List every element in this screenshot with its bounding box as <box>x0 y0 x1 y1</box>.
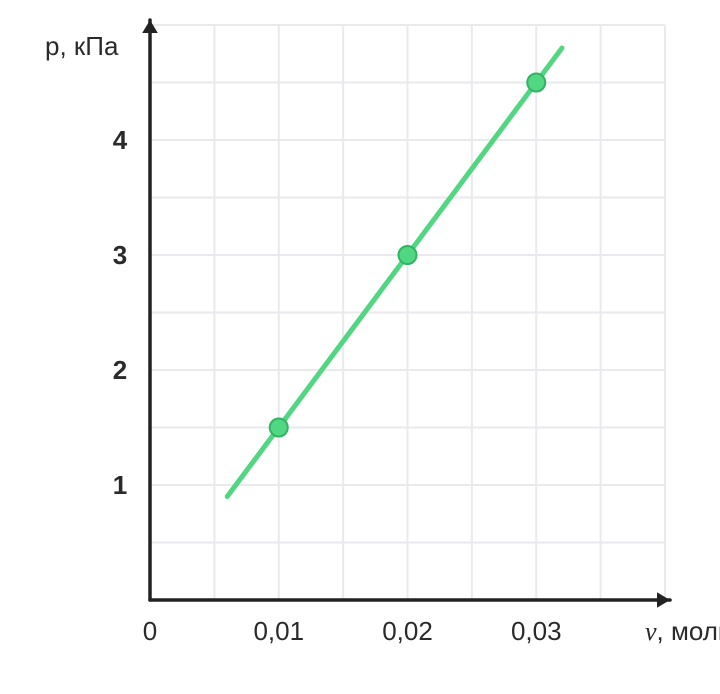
chart-card: 0 0,01 0,02 0,03 1 2 3 4 p, кПа ν, моль <box>0 0 720 694</box>
y-tick-label: 3 <box>113 240 127 270</box>
y-axis-label: p, кПа <box>45 31 119 61</box>
x-tick-label: 0,01 <box>253 616 304 646</box>
y-tick-label: 1 <box>113 470 127 500</box>
x-axis-label: ν, моль <box>645 616 720 646</box>
data-point <box>527 74 545 92</box>
y-axis-arrow <box>142 20 158 33</box>
y-tick-label: 4 <box>113 125 128 155</box>
y-tick-label: 2 <box>113 355 127 385</box>
x-tick-label: 0,03 <box>511 616 562 646</box>
data-point <box>399 246 417 264</box>
x-tick-label: 0 <box>143 616 157 646</box>
data-point <box>270 419 288 437</box>
x-axis-arrow <box>657 592 670 608</box>
x-tick-label: 0,02 <box>382 616 433 646</box>
pressure-vs-moles-chart: 0 0,01 0,02 0,03 1 2 3 4 p, кПа ν, моль <box>0 0 720 694</box>
